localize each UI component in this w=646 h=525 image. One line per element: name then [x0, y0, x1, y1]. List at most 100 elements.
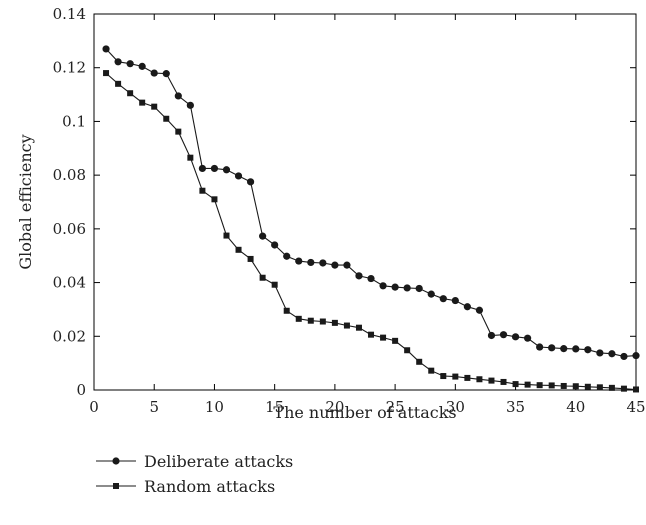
- data-point: [487, 331, 496, 340]
- legend-marker: [112, 457, 120, 465]
- data-point: [536, 382, 543, 389]
- legend-label: Random attacks: [144, 477, 275, 496]
- data-point: [319, 259, 327, 267]
- data-point: [511, 333, 520, 341]
- data-point: [404, 347, 411, 354]
- data-point: [439, 295, 447, 303]
- data-point: [307, 317, 314, 324]
- x-axis-title: The number of attacks: [273, 403, 456, 422]
- data-point: [451, 296, 459, 305]
- series-line: [105, 72, 637, 391]
- x-tick-label: 20: [325, 398, 344, 416]
- data-point: [199, 187, 206, 194]
- data-point: [560, 382, 567, 389]
- data-point: [548, 382, 555, 389]
- data-point: [103, 70, 110, 77]
- data-point: [295, 257, 303, 265]
- legend: Deliberate attacks Random attacks: [96, 452, 293, 496]
- data-point: [319, 318, 326, 325]
- y-axis: 0 0.02 0.04 0.06 0.08 0.1 0.12 0.14: [53, 5, 636, 399]
- y-tick-label: 0.02: [53, 327, 86, 345]
- data-point: [114, 58, 122, 66]
- data-point: [355, 272, 363, 280]
- y-tick-label: 0.12: [53, 59, 86, 77]
- data-point: [271, 281, 278, 288]
- legend-label: Deliberate attacks: [144, 452, 293, 471]
- data-point: [259, 274, 266, 281]
- data-point: [403, 284, 411, 292]
- data-point: [380, 334, 387, 341]
- data-point: [127, 90, 134, 97]
- data-point: [331, 319, 338, 326]
- data-point: [343, 322, 350, 329]
- data-point: [343, 261, 351, 269]
- data-point: [271, 241, 279, 249]
- data-point: [596, 384, 603, 391]
- x-tick-label: 30: [446, 398, 465, 416]
- x-tick-label: 45: [626, 398, 645, 416]
- data-point: [138, 62, 146, 70]
- series-deliberate: [102, 45, 640, 361]
- data-point: [211, 196, 218, 203]
- data-point: [174, 92, 182, 100]
- x-tick-label: 10: [205, 398, 224, 416]
- y-axis-title: Global efficiency: [16, 134, 35, 269]
- data-point: [234, 172, 243, 180]
- data-point: [452, 373, 459, 380]
- data-point: [162, 70, 170, 78]
- y-tick-label: 0.14: [53, 5, 86, 23]
- data-point: [428, 367, 435, 374]
- data-point: [596, 349, 604, 357]
- data-point: [560, 345, 568, 353]
- data-point: [102, 45, 110, 53]
- y-tick-label: 0: [76, 381, 86, 399]
- data-point: [608, 350, 616, 358]
- data-point: [440, 373, 447, 380]
- data-point: [379, 282, 387, 290]
- data-point: [246, 178, 255, 186]
- data-point: [259, 232, 267, 240]
- data-point: [572, 345, 580, 353]
- x-tick-label: 0: [89, 398, 99, 416]
- data-point: [175, 128, 182, 135]
- plot-frame: [93, 13, 637, 391]
- data-point: [488, 377, 495, 384]
- data-point: [463, 303, 471, 311]
- data-point: [355, 324, 362, 331]
- data-point: [572, 383, 579, 390]
- data-point: [416, 358, 423, 365]
- data-point: [307, 258, 315, 267]
- data-point: [367, 274, 375, 283]
- data-point: [620, 352, 628, 361]
- x-tick-label: 15: [265, 398, 284, 416]
- data-point: [475, 306, 484, 314]
- data-point: [548, 344, 556, 352]
- data-point: [536, 343, 544, 351]
- x-axis: 0 5 10 15 20 25 30 35 40 45: [89, 14, 646, 416]
- data-point: [283, 307, 290, 314]
- data-point: [198, 164, 206, 173]
- data-point: [115, 80, 122, 87]
- x-tick-label: 5: [149, 398, 159, 416]
- data-point: [524, 381, 531, 388]
- data-point: [620, 385, 627, 392]
- data-point: [222, 166, 231, 174]
- data-point: [633, 386, 639, 393]
- y-tick-label: 0.06: [53, 220, 86, 238]
- data-point: [139, 99, 146, 106]
- data-point: [223, 232, 230, 239]
- legend-item: Deliberate attacks: [96, 452, 293, 471]
- data-point: [126, 60, 134, 68]
- data-point: [464, 374, 471, 381]
- y-tick-label: 0.04: [53, 274, 86, 292]
- data-point: [150, 69, 158, 77]
- data-point: [584, 346, 592, 354]
- data-point: [163, 115, 170, 122]
- y-tick-label: 0.1: [62, 112, 86, 130]
- data-point: [415, 284, 423, 293]
- data-point: [368, 331, 375, 338]
- data-point: [427, 290, 435, 298]
- x-tick-label: 40: [566, 398, 585, 416]
- data-point: [608, 384, 615, 391]
